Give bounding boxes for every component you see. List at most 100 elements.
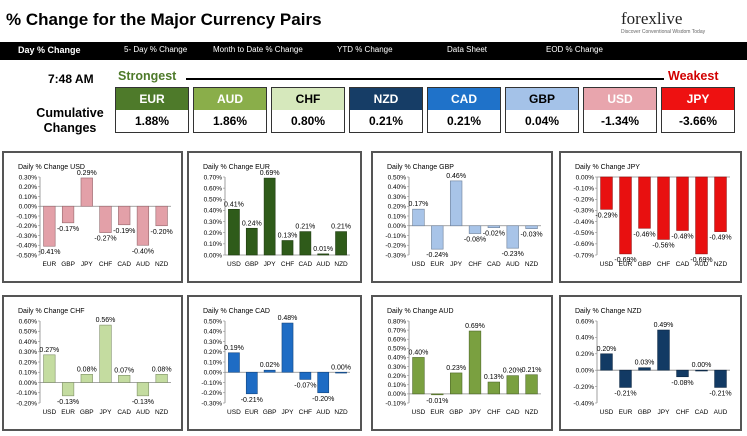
y-tick-label: 0.40% bbox=[204, 329, 223, 336]
bar bbox=[136, 382, 150, 397]
chart-panel-eur: Daily % Change EUR 0.00% 0.10% 0.20% 0.30% 0.… bbox=[187, 151, 362, 283]
y-tick-label: -0.20% bbox=[201, 390, 222, 397]
chart-panel-chf: Daily % Change CHF -0.20% -0.10% 0.00% 0.10%… bbox=[2, 295, 183, 431]
bar-chart-svg: Daily % Change USD -0.50% -0.40% -0.30% -0.2… bbox=[16, 164, 173, 268]
x-tick-label: CHF bbox=[657, 261, 670, 268]
y-tick-label: -0.30% bbox=[573, 208, 594, 215]
y-tick-label: 0.00% bbox=[576, 368, 595, 375]
tile-value: -3.66% bbox=[678, 114, 718, 128]
bar bbox=[600, 176, 613, 210]
x-tick-label: AUD bbox=[714, 409, 728, 416]
chart-title: Daily % Change JPY bbox=[575, 164, 640, 171]
tile-jpy: JPY -3.66% bbox=[661, 87, 735, 133]
x-tick-label: AUD bbox=[695, 261, 709, 268]
y-tick-label: 0.50% bbox=[388, 174, 407, 181]
bar bbox=[335, 231, 347, 256]
bar bbox=[263, 369, 276, 373]
x-tick-label: CAD bbox=[676, 261, 690, 268]
tile-eur: EUR 1.88% bbox=[115, 87, 189, 133]
x-tick-label: GBP bbox=[263, 409, 277, 416]
x-tick-label: NZD bbox=[525, 409, 539, 416]
x-tick-label: NZD bbox=[334, 409, 348, 416]
bar bbox=[281, 240, 294, 256]
nav-eod-change[interactable]: EOD % Change bbox=[546, 45, 603, 54]
bar bbox=[695, 369, 708, 372]
bar bbox=[525, 225, 538, 229]
nav-5day-change[interactable]: 5- Day % Change bbox=[124, 45, 188, 54]
cumulative-changes-label: Cumulative Changes bbox=[30, 106, 110, 136]
x-tick-label: CAD bbox=[506, 409, 520, 416]
bar bbox=[99, 324, 112, 383]
y-tick-label: 0.10% bbox=[204, 241, 223, 248]
data-label: -0.01% bbox=[426, 398, 448, 405]
data-label: -0.41% bbox=[38, 249, 60, 256]
data-label: -0.07% bbox=[294, 382, 316, 389]
y-tick-label: -0.40% bbox=[16, 243, 37, 250]
y-tick-label: -0.40% bbox=[573, 400, 594, 407]
x-tick-label: EUR bbox=[245, 409, 259, 416]
x-tick-label: CHF bbox=[487, 409, 500, 416]
bar bbox=[263, 177, 276, 256]
x-tick-label: USD bbox=[600, 261, 614, 268]
y-tick-label: 0.50% bbox=[204, 318, 223, 325]
data-label: 0.08% bbox=[152, 366, 172, 373]
data-label: 0.07% bbox=[114, 367, 134, 374]
header: % Change for the Major Currency Pairs fo… bbox=[0, 0, 747, 42]
chart-panel-aud: Daily % Change AUD -0.10% 0.00% 0.10% 0.20% 0… bbox=[371, 295, 553, 431]
x-tick-label: JPY bbox=[264, 261, 277, 268]
forexlive-logo[interactable]: forexlive Discover Conventional Wisdom T… bbox=[621, 9, 707, 39]
y-tick-label: 0.10% bbox=[19, 194, 38, 201]
x-tick-label: CHF bbox=[676, 409, 689, 416]
data-label: 0.40% bbox=[408, 349, 428, 356]
logo-text: forexlive bbox=[621, 9, 683, 28]
data-label: 0.21% bbox=[295, 224, 315, 231]
tile-currency: AUD bbox=[194, 88, 266, 110]
tile-nzd: NZD 0.21% bbox=[349, 87, 423, 133]
nav-bar: Day % Change 5- Day % Change Month to Da… bbox=[0, 42, 747, 60]
tile-currency: USD bbox=[584, 88, 656, 110]
data-label: -0.21% bbox=[241, 397, 263, 404]
chart-panel-cad: Daily % Change CAD -0.30% -0.20% -0.10% 0.00… bbox=[187, 295, 362, 431]
bar bbox=[228, 209, 240, 256]
x-tick-label: USD bbox=[412, 409, 426, 416]
bar bbox=[99, 205, 112, 233]
bar bbox=[80, 374, 93, 383]
data-label: 0.00% bbox=[331, 364, 351, 371]
cumulative-label-line1: Cumulative bbox=[36, 106, 104, 120]
data-label: -0.19% bbox=[113, 228, 135, 235]
x-tick-label: GBP bbox=[245, 261, 259, 268]
y-tick-label: 0.60% bbox=[204, 185, 223, 192]
x-tick-label: NZD bbox=[525, 261, 539, 268]
chart-panel-usd: Daily % Change USD -0.50% -0.40% -0.30% -0.2… bbox=[2, 151, 183, 283]
tile-value: 1.86% bbox=[212, 114, 248, 128]
bar bbox=[431, 225, 444, 250]
tile-value: 0.21% bbox=[368, 114, 404, 128]
bar bbox=[487, 381, 501, 395]
nav-ytd-change[interactable]: YTD % Change bbox=[337, 45, 393, 54]
tile-chf: CHF 0.80% bbox=[271, 87, 345, 133]
data-label: 0.21% bbox=[331, 224, 351, 231]
x-tick-label: JPY bbox=[81, 261, 94, 268]
y-tick-label: 0.00% bbox=[576, 174, 595, 181]
data-label: 0.13% bbox=[278, 233, 298, 240]
bar bbox=[600, 353, 613, 371]
nav-day-change[interactable]: Day % Change bbox=[18, 45, 81, 55]
bar bbox=[118, 375, 131, 383]
data-label: 0.20% bbox=[503, 368, 523, 375]
bar bbox=[317, 371, 330, 394]
x-tick-label: AUD bbox=[316, 261, 330, 268]
x-tick-label: AUD bbox=[506, 261, 520, 268]
data-label: -0.56% bbox=[652, 242, 674, 249]
x-tick-label: EUR bbox=[61, 409, 75, 416]
y-tick-label: -0.20% bbox=[573, 197, 594, 204]
y-tick-label: -0.20% bbox=[573, 384, 594, 391]
data-label: -0.20% bbox=[151, 229, 173, 236]
y-tick-label: -0.20% bbox=[16, 400, 37, 407]
nav-mtd-change[interactable]: Month to Date % Change bbox=[213, 45, 303, 54]
y-tick-label: -0.40% bbox=[573, 219, 594, 226]
bar-chart-svg: Daily % Change CAD -0.30% -0.20% -0.10% 0.00… bbox=[201, 308, 351, 416]
data-label: 0.23% bbox=[446, 365, 466, 372]
data-label: -0.48% bbox=[671, 233, 693, 240]
chart-panel-nzd: Daily % Change NZD -0.40% -0.20% 0.00% 0.20%… bbox=[559, 295, 742, 431]
nav-data-sheet[interactable]: Data Sheet bbox=[447, 45, 488, 54]
